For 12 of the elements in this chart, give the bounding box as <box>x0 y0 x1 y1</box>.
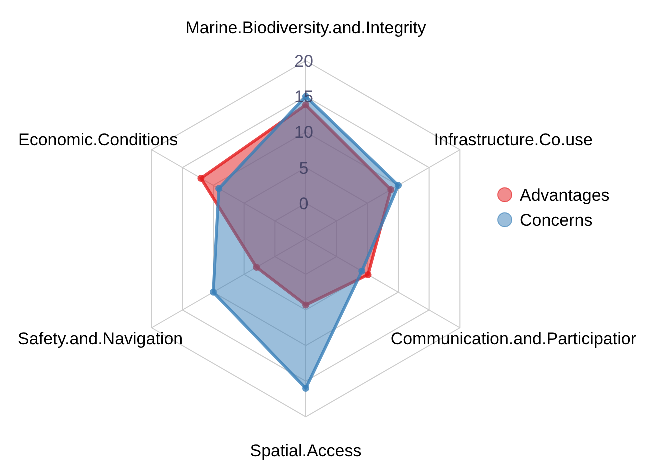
spoke-label: Safety.and.Navigation <box>18 330 184 349</box>
spoke-label: Spatial.Access <box>250 441 362 460</box>
legend-label: Concerns <box>520 211 593 230</box>
y-tick-label: 5 <box>299 158 309 178</box>
spoke-label: Economic.Conditions <box>18 130 178 150</box>
y-tick-label: 0 <box>299 194 309 214</box>
y-tick-label: 10 <box>294 123 314 142</box>
y-tick-label: 20 <box>294 52 314 71</box>
legend-label: Advantages <box>520 186 610 205</box>
spoke-label: Infrastructure.Co.use <box>434 130 594 150</box>
spoke-label: Marine.Biodiversity.and.Integrity <box>186 18 427 38</box>
spoke-label: Communication.and.Participatior <box>390 330 637 349</box>
